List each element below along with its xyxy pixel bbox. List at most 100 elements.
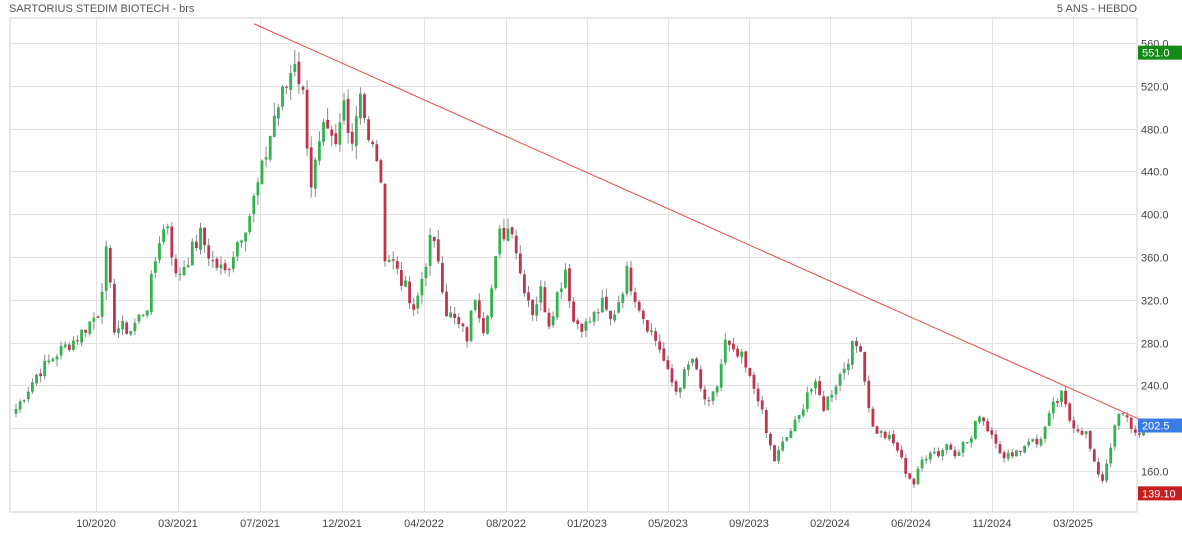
candle-body — [80, 329, 83, 343]
candle-body — [518, 253, 522, 274]
candle-body — [117, 328, 120, 334]
candle-body — [646, 320, 649, 332]
candle — [674, 379, 678, 396]
candle — [490, 284, 493, 320]
candle-body — [1002, 452, 1006, 459]
candle — [330, 125, 334, 147]
x-tick-label: 10/2020 — [76, 518, 116, 530]
candle — [359, 87, 362, 125]
candle-body — [289, 73, 293, 90]
candle — [117, 320, 120, 338]
candle-body — [801, 409, 805, 416]
candle-body — [1064, 390, 1067, 405]
candle-body — [617, 302, 621, 313]
candle-body — [354, 116, 358, 147]
y-tick-label: 360.0 — [1141, 253, 1169, 265]
candle-body — [18, 401, 22, 410]
candle — [814, 378, 817, 395]
candle — [592, 310, 596, 326]
candle-body — [305, 89, 309, 149]
candle-body — [420, 278, 424, 296]
candle-body — [100, 291, 104, 317]
candle-body — [728, 340, 731, 345]
candle-body — [1060, 390, 1063, 403]
candle — [342, 92, 346, 125]
candle-body — [371, 141, 375, 145]
candle — [363, 92, 366, 123]
candle — [691, 358, 694, 367]
candle — [350, 123, 354, 152]
candle — [59, 341, 63, 360]
candle — [600, 289, 604, 313]
candle — [43, 354, 47, 380]
candle — [789, 428, 793, 439]
candle-body — [1056, 401, 1059, 403]
candle-body — [236, 241, 239, 257]
price-badge-label: 202.5 — [1142, 421, 1170, 433]
candle — [96, 315, 100, 318]
candle — [949, 442, 953, 450]
candle-body — [596, 312, 600, 314]
candle-body — [1027, 441, 1031, 446]
price-badge: 139.10 — [1138, 486, 1182, 501]
candle-body — [1039, 439, 1043, 446]
axes: 160.0 240.0 280.0 320.0 360.0 400.0 440.0 480.0… — [76, 39, 1168, 531]
candle — [969, 435, 973, 448]
candle-body — [301, 86, 305, 90]
candle-body — [760, 400, 764, 410]
candle — [346, 89, 350, 144]
candle — [457, 313, 461, 329]
y-tick-label: 160.0 — [1141, 467, 1169, 479]
candle — [158, 236, 161, 264]
candle-body — [953, 450, 957, 457]
candle — [1084, 431, 1088, 439]
price-badge: 551.0 — [1138, 45, 1182, 60]
candle-body — [555, 292, 559, 318]
candle — [453, 306, 457, 325]
candle-body — [330, 129, 334, 136]
candle — [178, 266, 182, 281]
candle — [395, 256, 399, 275]
candle-body — [383, 183, 387, 262]
candle-body — [166, 226, 170, 229]
candle-body — [859, 346, 862, 352]
candle-body — [387, 259, 391, 262]
candle-body — [502, 227, 506, 240]
candle-body — [108, 248, 112, 283]
candle — [584, 318, 588, 338]
candle-body — [687, 364, 690, 370]
candle — [1039, 436, 1043, 448]
candle — [838, 372, 842, 392]
candle-body — [674, 381, 678, 392]
candle-body — [514, 235, 518, 254]
candle-body — [473, 300, 477, 311]
candle — [84, 329, 88, 338]
candle — [416, 292, 420, 315]
candle — [387, 254, 391, 263]
y-tick-label: 440.0 — [1141, 167, 1169, 179]
candle-body — [252, 195, 256, 215]
candle-body — [1035, 438, 1039, 445]
candle — [1023, 445, 1026, 454]
candle — [518, 245, 522, 275]
candle-body — [277, 107, 280, 119]
candle — [588, 316, 592, 324]
candle-body — [974, 421, 977, 439]
candle — [1076, 425, 1080, 434]
candle — [14, 403, 18, 418]
candle — [137, 313, 141, 325]
candle-body — [752, 374, 756, 389]
y-tick-label: 400.0 — [1141, 210, 1169, 222]
candle-body — [805, 392, 809, 409]
candle — [211, 250, 215, 269]
candle — [408, 276, 411, 309]
candle — [662, 341, 666, 362]
candle-body — [978, 416, 981, 423]
candle — [264, 146, 268, 168]
candle — [596, 308, 600, 321]
candle-body — [424, 266, 428, 279]
candle-body — [309, 147, 313, 188]
candle — [465, 326, 469, 348]
candle-body — [1109, 447, 1113, 464]
candle — [498, 224, 502, 259]
